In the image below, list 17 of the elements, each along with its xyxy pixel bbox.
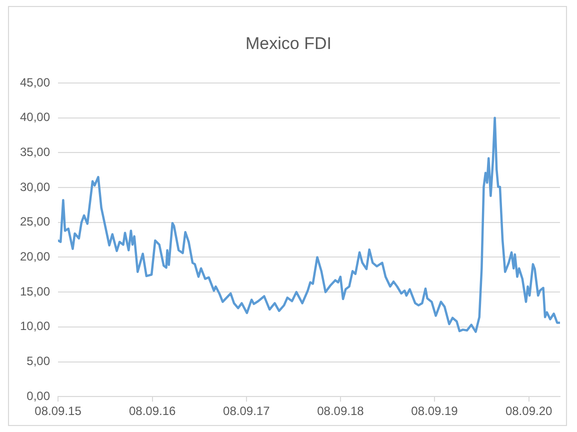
y-tick-label: 10,00 bbox=[20, 319, 50, 334]
y-tick-label: 15,00 bbox=[20, 284, 50, 298]
chart-title: Mexico FDI bbox=[244, 34, 332, 54]
y-tick-label: 20,00 bbox=[20, 250, 50, 264]
x-tick-label: 08.09.20 bbox=[505, 404, 552, 418]
y-tick-label: 35,00 bbox=[20, 145, 50, 159]
x-tick-label: 08.09.15 bbox=[34, 404, 82, 418]
y-tick-label: 0,00 bbox=[26, 388, 50, 403]
x-tick-label: 08.09.16 bbox=[128, 404, 176, 418]
y-tick-label: 45,00 bbox=[20, 75, 50, 90]
y-tick-label: 5,00 bbox=[26, 354, 50, 368]
y-tick-label: 25,00 bbox=[20, 214, 50, 229]
x-tick-label: 08.09.18 bbox=[317, 404, 364, 418]
x-tick-label: 08.09.17 bbox=[223, 404, 270, 418]
y-tick-label: 40,00 bbox=[20, 110, 50, 124]
y-tick-label: 30,00 bbox=[20, 180, 50, 194]
x-tick-label: 08.09.19 bbox=[411, 404, 458, 418]
